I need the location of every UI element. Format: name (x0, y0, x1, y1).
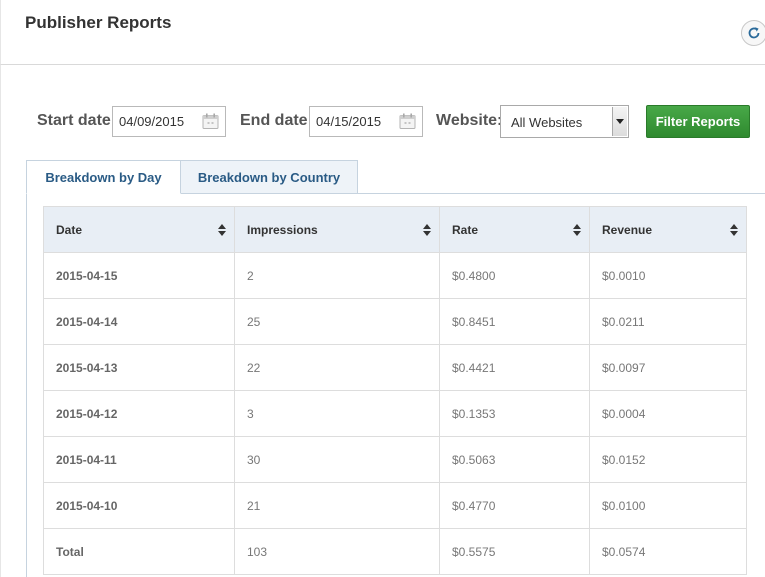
page-header: Publisher Reports (0, 0, 765, 65)
sort-icon[interactable] (218, 224, 226, 236)
tab-panel-left-border (26, 193, 27, 577)
impressions-cell: 30 (234, 436, 440, 483)
page-left-border (0, 65, 1, 577)
revenue-cell: $0.0152 (589, 436, 747, 483)
revenue-cell: $0.0097 (589, 344, 747, 391)
column-header-label: Date (56, 222, 83, 237)
date-cell: 2015-04-10 (43, 482, 235, 529)
rate-cell: $0.4770 (439, 482, 590, 529)
refresh-button[interactable] (741, 20, 765, 46)
website-label: Website: (436, 112, 503, 129)
start-date-label: Start date: (37, 112, 117, 129)
date-cell: 2015-04-14 (43, 298, 235, 345)
impressions-cell: 2 (234, 252, 440, 299)
sort-icon[interactable] (573, 224, 581, 236)
end-date-field[interactable] (309, 106, 423, 137)
table-row: 2015-04-13 22 $0.4421 $0.0097 (43, 344, 747, 391)
start-date-field[interactable] (112, 106, 226, 137)
revenue-total-cell: $0.0574 (589, 528, 747, 575)
rate-total-cell: $0.5575 (439, 528, 590, 575)
tab-breakdown-by-country[interactable]: Breakdown by Country (180, 160, 358, 194)
total-label-cell: Total (43, 528, 235, 575)
revenue-cell: $0.0211 (589, 298, 747, 345)
date-cell: 2015-04-15 (43, 252, 235, 299)
end-date-label: End date: (240, 112, 313, 129)
table-row: 2015-04-10 21 $0.4770 $0.0100 (43, 482, 747, 529)
sort-icon[interactable] (730, 224, 738, 236)
rate-cell: $0.5063 (439, 436, 590, 483)
tab-panel-border (26, 193, 765, 194)
calendar-icon[interactable] (399, 113, 416, 130)
column-header-rate[interactable]: Rate (439, 206, 590, 253)
column-header-label: Rate (452, 222, 479, 237)
date-cell: 2015-04-13 (43, 344, 235, 391)
column-header-revenue[interactable]: Revenue (589, 206, 747, 253)
page-title: Publisher Reports (25, 13, 172, 32)
column-header-label: Impressions (247, 222, 318, 237)
table-total-row: Total 103 $0.5575 $0.0574 (43, 528, 747, 575)
column-header-impressions[interactable]: Impressions (234, 206, 440, 253)
table-row: 2015-04-14 25 $0.8451 $0.0211 (43, 298, 747, 345)
table-row: 2015-04-12 3 $0.1353 $0.0004 (43, 390, 747, 437)
column-header-label: Revenue (602, 222, 653, 237)
table-header-row: Date Impressions Rate Revenue (43, 206, 747, 253)
tab-breakdown-by-day[interactable]: Breakdown by Day (26, 160, 181, 194)
date-cell: 2015-04-11 (43, 436, 235, 483)
rate-cell: $0.8451 (439, 298, 590, 345)
revenue-cell: $0.0004 (589, 390, 747, 437)
impressions-cell: 3 (234, 390, 440, 437)
impressions-cell: 21 (234, 482, 440, 529)
impressions-cell: 25 (234, 298, 440, 345)
report-table: Date Impressions Rate Revenue 2 (43, 206, 747, 575)
website-select-value: All Websites (511, 115, 583, 130)
rate-cell: $0.1353 (439, 390, 590, 437)
filter-reports-button[interactable]: Filter Reports (646, 105, 750, 138)
refresh-icon (748, 27, 760, 39)
impressions-total-cell: 103 (234, 528, 440, 575)
table-row: 2015-04-11 30 $0.5063 $0.0152 (43, 436, 747, 483)
website-select[interactable]: All Websites (500, 105, 629, 138)
sort-icon[interactable] (423, 224, 431, 236)
impressions-cell: 22 (234, 344, 440, 391)
revenue-cell: $0.0010 (589, 252, 747, 299)
table-row: 2015-04-15 2 $0.4800 $0.0010 (43, 252, 747, 299)
rate-cell: $0.4421 (439, 344, 590, 391)
dropdown-arrow-icon[interactable] (612, 107, 627, 136)
rate-cell: $0.4800 (439, 252, 590, 299)
date-cell: 2015-04-12 (43, 390, 235, 437)
calendar-icon[interactable] (202, 113, 219, 130)
column-header-date[interactable]: Date (43, 206, 235, 253)
revenue-cell: $0.0100 (589, 482, 747, 529)
